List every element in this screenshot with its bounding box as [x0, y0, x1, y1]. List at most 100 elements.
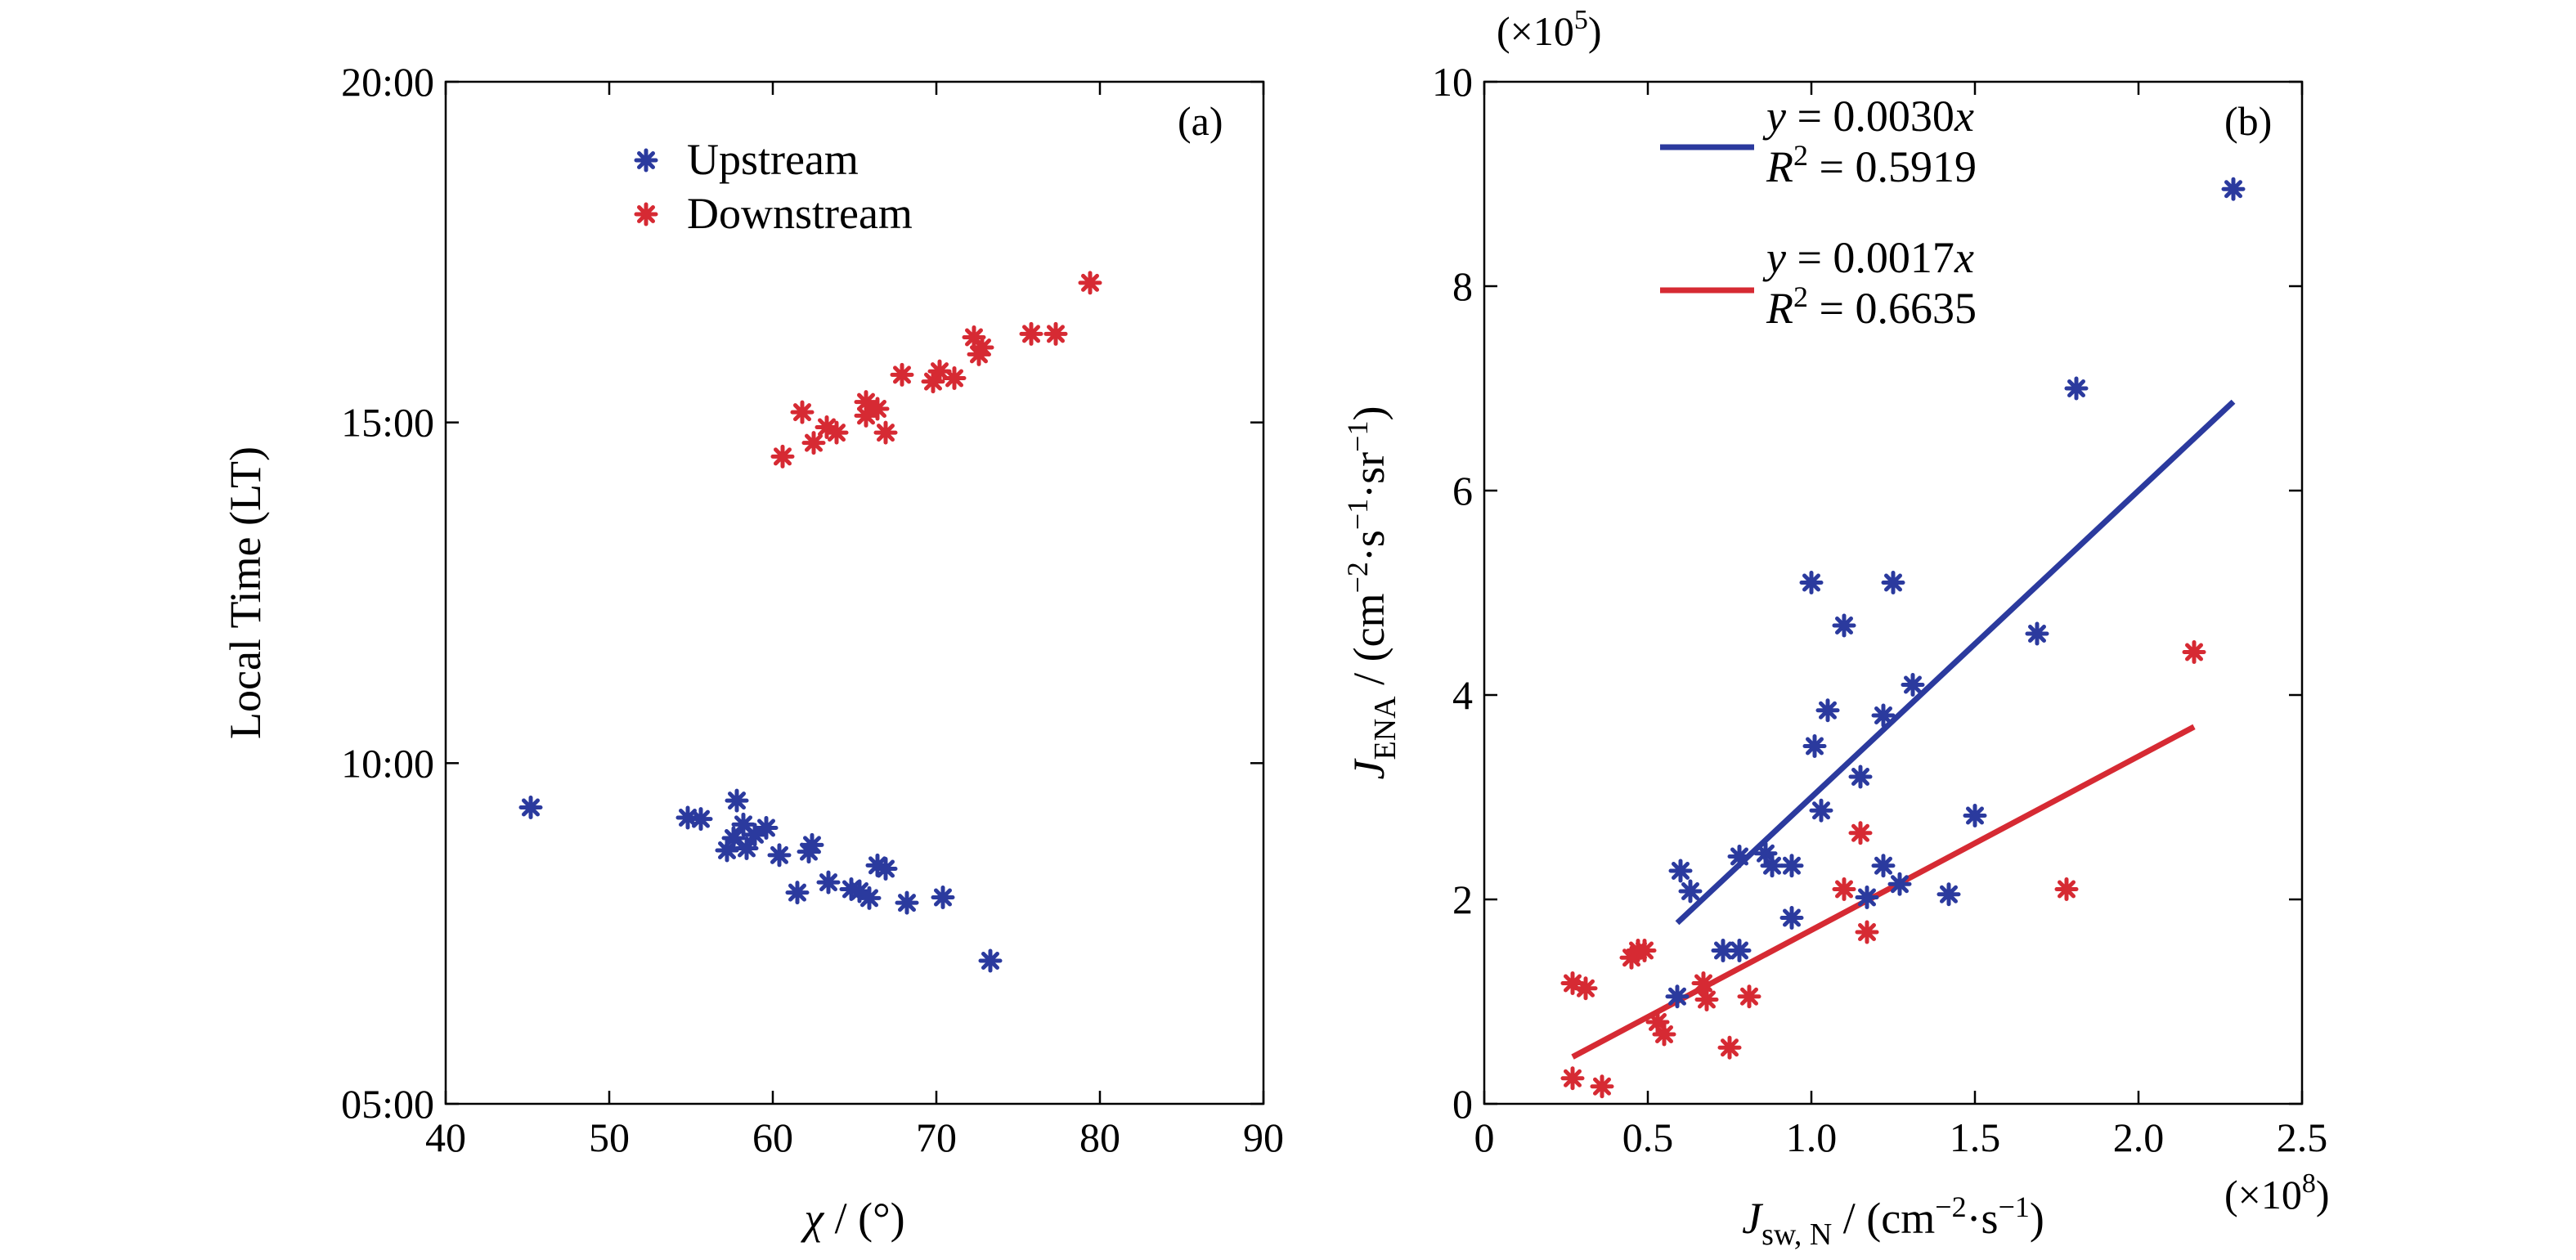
y-tick-label: 20:00	[341, 59, 434, 105]
data-point	[942, 366, 967, 390]
y-tick-label: 10	[1432, 59, 1473, 105]
data-point	[978, 948, 1003, 973]
data-point	[770, 444, 795, 469]
data-point	[754, 816, 779, 840]
eq-var-y: y	[1762, 233, 1786, 282]
chart-b-xlabel: Jsw, N / (cm−2·s−1)	[1742, 1190, 2044, 1252]
data-point	[1809, 798, 1833, 823]
data-point	[790, 400, 815, 424]
chart-b-x-scale-label: (×108)	[2224, 1168, 2330, 1217]
data-point	[1871, 703, 1896, 728]
chart-a-xlabel-var: χ	[800, 1194, 824, 1243]
chart-b-points	[1560, 177, 2246, 1099]
data-point	[970, 335, 994, 360]
ylabel-exp2: −1	[1341, 499, 1374, 530]
r2-value: = 0.6635	[1808, 284, 1977, 333]
chart-b-ticks: 0 0.5 1.0 1.5 2.0 2.5 0 2 4 6 8 10	[1432, 59, 2327, 1160]
data-point	[1832, 877, 1856, 901]
chart-a-panel-label: (a)	[1178, 98, 1223, 144]
data-point	[1717, 1035, 1742, 1060]
xlabel-var: J	[1742, 1194, 1764, 1243]
data-point	[890, 362, 914, 387]
eq-coef: = 0.0030	[1786, 92, 1954, 141]
fit-line-1	[1571, 724, 2196, 1060]
data-point	[1694, 988, 1719, 1011]
x-tick-label: 90	[1243, 1114, 1284, 1160]
data-point	[1043, 321, 1068, 346]
y-tick-label: 4	[1452, 672, 1473, 718]
chart-b-fit-lines	[1571, 399, 2236, 1060]
legend-r2-red: R2 = 0.6635	[1766, 280, 1977, 333]
data-point	[1678, 879, 1703, 904]
legend-marker-upstream	[634, 148, 658, 173]
data-point	[824, 420, 849, 445]
xlabel-mid: ·s	[1967, 1194, 1999, 1243]
data-point	[2054, 877, 2079, 901]
ylabel-var: J	[1344, 757, 1393, 779]
data-point	[816, 870, 841, 895]
x-tick-label: 80	[1079, 1114, 1120, 1160]
r2-var: R	[1766, 284, 1793, 333]
data-point	[1887, 872, 1912, 896]
data-point	[1760, 854, 1784, 878]
data-point	[1727, 939, 1752, 962]
data-point	[1779, 906, 1804, 930]
xlabel-sub: sw, N	[1761, 1217, 1832, 1252]
data-point	[1848, 821, 1873, 845]
ylabel-mid1: ·s	[1344, 530, 1393, 562]
ylabel-end: )	[1344, 406, 1393, 421]
data-point	[1848, 765, 1873, 789]
data-point	[1799, 571, 1824, 594]
xlabel-exp2: −1	[1999, 1190, 2030, 1223]
x-tick-label: 0.5	[1622, 1114, 1674, 1160]
data-point	[1573, 976, 1598, 1001]
eq-var-x: x	[1954, 233, 1974, 282]
x-scale-exp: 8	[2302, 1168, 2316, 1199]
data-point	[1963, 804, 1987, 827]
chart-a-ylabel: Local Time (LT)	[221, 446, 270, 739]
chart-b-panel-label: (b)	[2224, 98, 2272, 144]
data-point	[1652, 1022, 1676, 1047]
chart-b-legend: y = 0.0030x R2 = 0.5919 y = 0.0017x R2 =…	[1660, 92, 1977, 333]
legend-marker-downstream	[634, 202, 658, 226]
data-point	[725, 788, 749, 813]
r2-exp: 2	[1793, 139, 1808, 172]
y-scale-pre: (×10	[1497, 8, 1574, 54]
chart-a-frame	[444, 80, 1265, 1105]
xlabel-end: )	[2030, 1194, 2044, 1243]
data-point	[1815, 698, 1840, 723]
chart-a-ticks: 40 50 60 70 80 90 05:00 10:00 15:00 20:00	[341, 59, 1284, 1160]
data-point	[1832, 613, 1856, 638]
data-point	[1855, 886, 1879, 909]
x-tick-label: 2.0	[2113, 1114, 2165, 1160]
ylabel-exp1: −2	[1341, 562, 1374, 593]
data-point	[1078, 271, 1102, 295]
data-point	[1560, 1066, 1585, 1091]
ylabel-unit: / (cm	[1344, 593, 1393, 696]
data-point	[865, 397, 890, 421]
data-point	[1019, 321, 1043, 346]
legend-marker	[634, 202, 658, 226]
x-tick-label: 1.5	[1950, 1114, 2001, 1160]
data-point	[873, 857, 898, 881]
eq-var-x: x	[1954, 92, 1974, 141]
y-tick-label: 15:00	[341, 400, 434, 446]
legend-r2-blue: R2 = 0.5919	[1766, 139, 1977, 191]
chart-a-legend: Upstream Downstream	[634, 135, 913, 238]
data-point	[1711, 939, 1735, 962]
data-point	[1665, 984, 1690, 1009]
x-tick-label: 40	[425, 1114, 466, 1160]
x-tick-label: 0	[1474, 1114, 1495, 1160]
data-point	[895, 890, 919, 915]
r2-value: = 0.5919	[1808, 142, 1977, 191]
data-point	[857, 886, 882, 910]
data-point	[785, 881, 810, 905]
data-point	[1779, 854, 1804, 878]
eq-var-y: y	[1762, 92, 1786, 141]
x-tick-label: 2.5	[2277, 1114, 2328, 1160]
data-point	[1901, 673, 1925, 697]
data-point	[1691, 971, 1716, 995]
data-point	[1871, 854, 1896, 878]
data-point	[1802, 734, 1827, 758]
